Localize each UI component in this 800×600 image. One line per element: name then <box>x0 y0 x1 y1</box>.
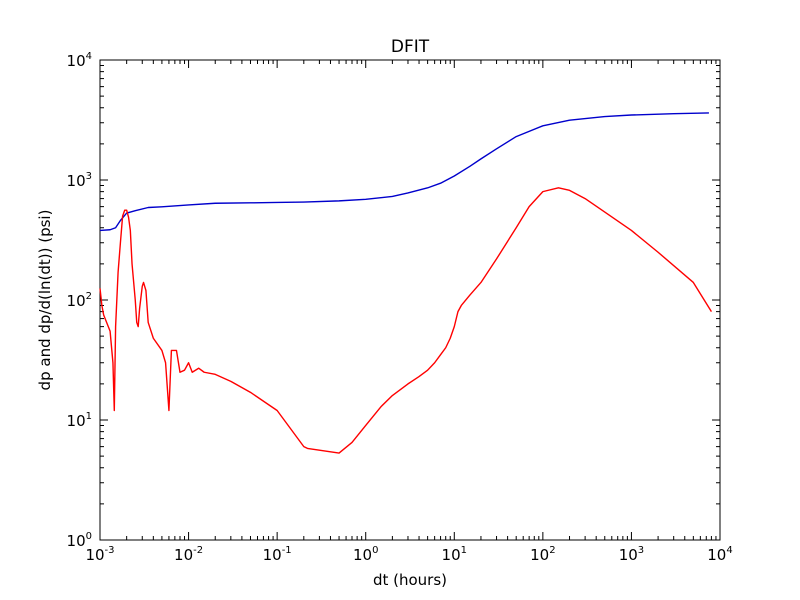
x-tick-label: 103 <box>619 545 644 564</box>
axis-ticks <box>99 59 721 541</box>
x-tick-label: 104 <box>707 545 732 564</box>
chart-title: DFIT <box>391 37 430 57</box>
series-group <box>99 112 713 454</box>
axis-tick-labels: 10-3 10-2 10-1 100 101 102 103 104 100 101 102 103 1… <box>67 51 733 564</box>
y-tick-label: 101 <box>67 411 92 430</box>
y-tick-label: 100 <box>67 531 92 550</box>
y-tick-label: 103 <box>67 171 92 190</box>
y-tick-label: 104 <box>67 51 92 70</box>
x-tick-label: 10-3 <box>85 545 114 564</box>
x-tick-label: 102 <box>530 545 555 564</box>
plot-area <box>99 59 721 541</box>
y-axis-label: dp and dp/d(ln(dt)) (psi) <box>36 210 54 391</box>
x-tick-label: 101 <box>442 545 467 564</box>
y-tick-label: 102 <box>67 291 92 310</box>
series-line-2 <box>99 187 713 454</box>
x-tick-label: 10-2 <box>174 545 203 564</box>
series-line-1 <box>99 112 709 232</box>
x-axis-label: dt (hours) <box>373 571 447 589</box>
x-tick-label: 10-1 <box>263 545 292 564</box>
x-tick-label: 100 <box>353 545 378 564</box>
